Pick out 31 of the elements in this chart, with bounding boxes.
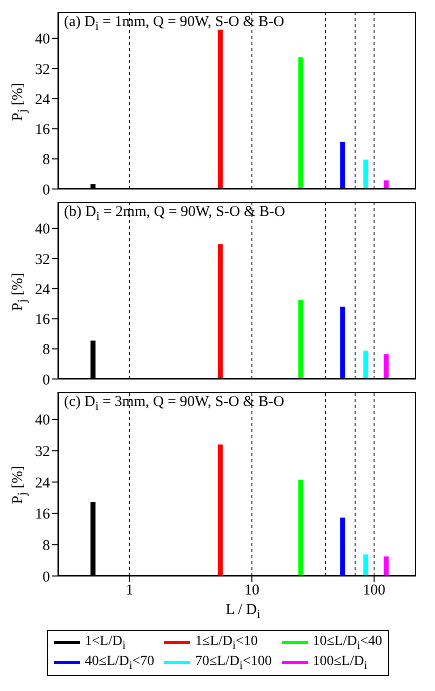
y-tick-label: 24 <box>35 282 50 298</box>
y-tick-label: 16 <box>35 312 50 328</box>
legend-label: 1≤L/D$_{i}$<10 <box>195 634 258 652</box>
chart-title: (c) D$_{i}$ = 3mm, Q = 90W, S-O & B-O <box>64 394 284 414</box>
x-tick-label: 1 <box>126 582 134 599</box>
x-tick-label: 100 <box>362 582 386 599</box>
chart-title: (a) D$_{i}$ = 1mm, Q = 90W, S-O & B-O <box>64 14 284 34</box>
y-tick-label: 8 <box>42 342 50 358</box>
y-tick-label: 40 <box>35 222 50 238</box>
y-tick-label: 40 <box>35 412 50 429</box>
x-tick-label: 10 <box>244 582 260 599</box>
y-tick-label: 0 <box>42 569 50 586</box>
y-tick-label: 40 <box>35 32 50 48</box>
y-tick-label: 16 <box>35 122 50 138</box>
y-tick-label: 8 <box>42 152 50 168</box>
legend-label: 1<L/D$_{i}$ <box>84 634 126 652</box>
y-tick-label: 24 <box>35 92 50 108</box>
y-tick-label: 0 <box>42 372 50 388</box>
y-tick-label: 24 <box>35 475 50 492</box>
y-tick-label: 0 <box>42 182 50 198</box>
y-tick-label: 32 <box>35 252 50 268</box>
y-tick-label: 16 <box>35 506 50 523</box>
y-tick-label: 32 <box>35 444 50 460</box>
y-tick-label: 32 <box>35 62 50 78</box>
y-tick-label: 8 <box>42 538 50 554</box>
legend-label: 70≤L/D$_{i}$<100 <box>195 654 272 672</box>
legend-label: 100≤L/D$_{i}$ <box>312 654 368 672</box>
legend-label: 10≤L/D$_{i}$<40 <box>312 634 382 652</box>
legend-label: 40≤L/D$_{i}$<70 <box>84 654 154 672</box>
chart-title: (b) D$_{i}$ = 2mm, Q = 90W, S-O & B-O <box>64 204 286 224</box>
x-axis-title: L / D$_{i}$ <box>224 602 262 622</box>
